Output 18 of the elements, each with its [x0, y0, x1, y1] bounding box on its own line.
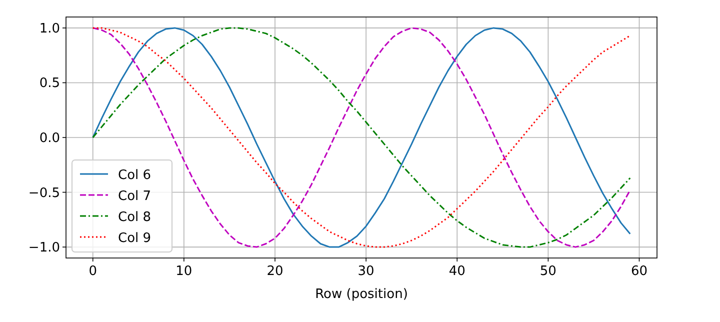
- legend-label: Col 8: [118, 210, 152, 225]
- y-tick-label: 0.5: [39, 76, 60, 92]
- x-tick-label: 10: [176, 264, 192, 279]
- y-tick-label: −1.0: [28, 240, 60, 256]
- x-tick-label: 20: [266, 264, 284, 279]
- legend-label: Col 7: [118, 189, 152, 204]
- x-tick-label: 0: [88, 264, 98, 279]
- y-tick-label: 1.0: [39, 21, 60, 36]
- x-axis-title: Row (position): [315, 287, 408, 302]
- y-tick-label: 0.0: [39, 131, 60, 146]
- y-tick-label: −0.5: [28, 186, 60, 201]
- x-tick-label: 50: [540, 264, 556, 279]
- line-series: [92, 27, 631, 248]
- x-tick-label: 30: [358, 264, 374, 279]
- x-tick-label: 60: [630, 264, 648, 279]
- legend-label: Col 6: [118, 168, 152, 183]
- legend-label: Col 9: [118, 231, 152, 246]
- x-tick-label: 40: [448, 264, 466, 279]
